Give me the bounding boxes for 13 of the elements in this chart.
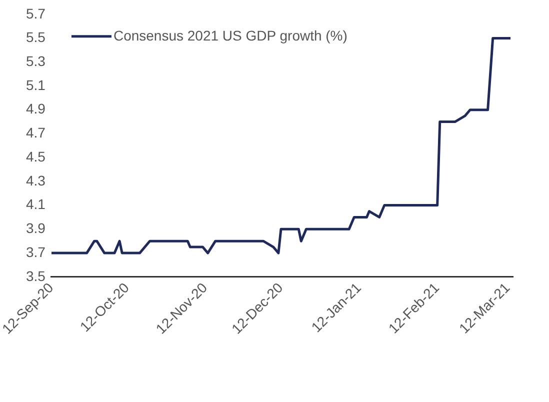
y-tick-label: 4.7 [26, 124, 46, 141]
y-tick-label: 3.7 [26, 244, 46, 260]
y-tick-label: 5.3 [26, 52, 46, 69]
y-tick-label: 3.9 [26, 220, 46, 236]
y-tick-label: 4.1 [26, 196, 46, 212]
y-tick-label: 3.5 [26, 268, 46, 284]
legend-label: Consensus 2021 US GDP growth (%) [113, 27, 348, 44]
y-tick-label: 4.3 [26, 172, 46, 188]
y-tick-label: 5.7 [26, 5, 46, 22]
y-tick-label: 5.1 [26, 76, 46, 93]
y-tick-label: 4.9 [26, 100, 46, 117]
y-tick-label: 4.5 [26, 148, 46, 164]
y-tick-label: 5.5 [26, 29, 46, 46]
